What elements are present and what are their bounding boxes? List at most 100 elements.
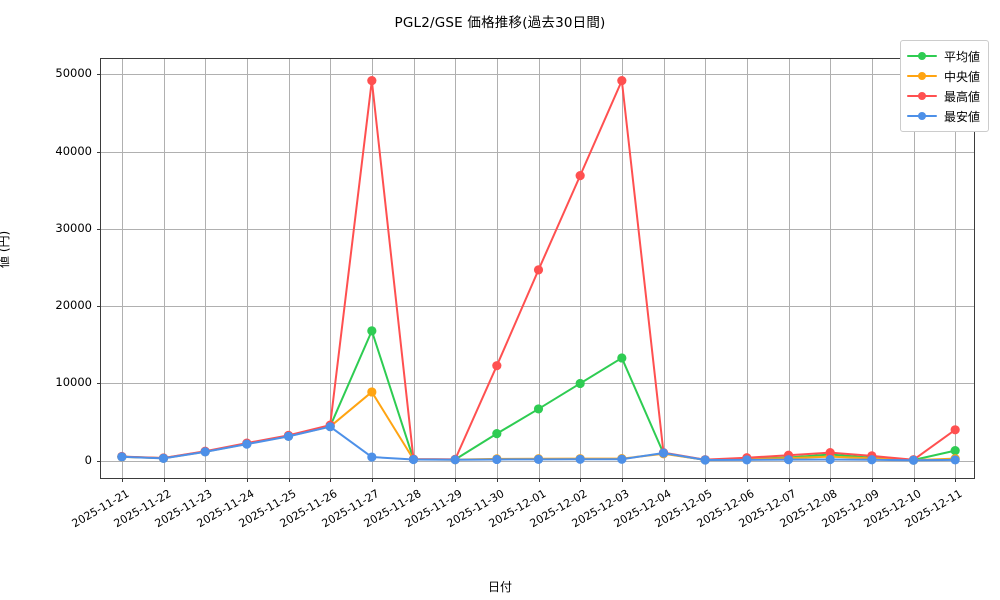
x-tick-mark <box>246 478 248 482</box>
data-point <box>367 76 377 86</box>
x-tick-mark <box>330 478 332 482</box>
data-point <box>950 455 960 465</box>
gridline-vertical <box>788 59 790 478</box>
x-axis-label: 日付 <box>487 580 512 594</box>
gridline-vertical <box>246 59 248 478</box>
y-tick-label: 50000 <box>55 66 92 81</box>
x-tick-mark <box>913 478 915 482</box>
legend-item[interactable]: 最安値 <box>906 106 980 126</box>
gridline-vertical <box>121 59 123 478</box>
data-point <box>367 326 377 336</box>
data-point <box>367 452 377 462</box>
x-tick-mark <box>538 478 540 482</box>
data-point <box>408 454 419 465</box>
y-tick-label: 0 <box>84 452 92 467</box>
data-point <box>658 448 669 458</box>
gridline-horizontal <box>101 306 974 308</box>
chart-legend: 平均値中央値最高値最安値 <box>899 40 989 132</box>
y-tick-label: 40000 <box>55 143 92 158</box>
legend-swatch <box>906 90 937 102</box>
x-tick-mark <box>413 478 415 482</box>
data-point <box>700 455 710 465</box>
legend-swatch <box>906 50 937 62</box>
y-tick-mark <box>97 151 101 153</box>
x-tick-mark <box>746 478 748 482</box>
data-point <box>783 455 794 465</box>
legend-item[interactable]: 平均値 <box>906 46 980 66</box>
gridline-vertical <box>455 59 457 478</box>
chart-title: PGL2/GSE 価格推移(過去30日間) <box>394 15 606 31</box>
x-tick-mark <box>580 478 582 482</box>
plot-area <box>97 58 975 482</box>
x-tick-mark <box>830 478 832 482</box>
data-point <box>242 439 252 449</box>
data-point <box>908 455 919 465</box>
data-point <box>825 447 835 458</box>
gridline-vertical <box>205 59 207 478</box>
gridline-vertical <box>163 59 165 478</box>
gridline-vertical <box>913 59 915 478</box>
data-point <box>158 453 169 463</box>
data-point <box>117 452 127 462</box>
data-point <box>492 361 502 371</box>
legend-label: 最安値 <box>943 109 980 124</box>
gridline-vertical <box>371 59 373 478</box>
y-tick-mark <box>97 228 101 230</box>
legend-label: 中央値 <box>943 69 980 84</box>
data-point <box>325 422 335 432</box>
data-point <box>617 454 627 464</box>
x-tick-mark <box>496 478 498 482</box>
gridline-vertical <box>746 59 748 478</box>
legend-swatch <box>906 70 937 82</box>
y-tick-mark <box>97 460 101 462</box>
y-tick-label: 10000 <box>55 375 92 390</box>
data-point <box>825 454 835 465</box>
gridline-vertical <box>496 59 498 478</box>
x-tick-mark <box>955 478 957 482</box>
x-tick-mark <box>205 478 207 482</box>
gridline-horizontal <box>101 151 974 153</box>
y-tick-label: 30000 <box>55 220 92 235</box>
x-tick-mark <box>121 478 123 482</box>
data-point <box>283 431 294 441</box>
data-point <box>492 429 502 439</box>
data-point <box>950 425 960 435</box>
data-point <box>533 454 544 464</box>
x-tick-mark <box>788 478 790 482</box>
legend-marker-icon <box>917 92 926 100</box>
x-tick-mark <box>621 478 623 482</box>
legend-marker-icon <box>917 52 926 60</box>
gridline-vertical <box>663 59 665 478</box>
legend-item[interactable]: 中央値 <box>906 66 980 86</box>
series-layer <box>117 76 960 465</box>
y-axis-label: 値 (円) <box>0 230 11 268</box>
gridline-vertical <box>413 59 415 478</box>
data-point <box>575 454 585 464</box>
y-tick-mark <box>97 383 101 385</box>
y-tick-mark <box>97 74 101 76</box>
x-tick-mark <box>705 478 707 482</box>
gridline-vertical <box>955 59 957 478</box>
x-tick-mark <box>663 478 665 482</box>
legend-marker-icon <box>917 112 926 120</box>
y-tick-label: 20000 <box>55 298 92 313</box>
data-point <box>617 353 627 363</box>
x-tick-mark <box>455 478 457 482</box>
legend-swatch <box>906 110 937 122</box>
legend-item[interactable]: 最高値 <box>906 86 980 106</box>
x-tick-mark <box>288 478 290 482</box>
gridline-vertical <box>621 59 623 478</box>
y-tick-mark <box>97 306 101 308</box>
x-tick-mark <box>371 478 373 482</box>
gridline-horizontal <box>101 383 974 385</box>
data-point <box>492 454 502 465</box>
data-point <box>742 455 752 465</box>
legend-marker-icon <box>917 72 926 80</box>
data-point <box>200 447 210 457</box>
gridline-vertical <box>705 59 707 478</box>
gridline-horizontal <box>101 74 974 76</box>
data-point <box>867 455 877 465</box>
data-point <box>533 404 544 414</box>
gridline-vertical <box>830 59 832 478</box>
